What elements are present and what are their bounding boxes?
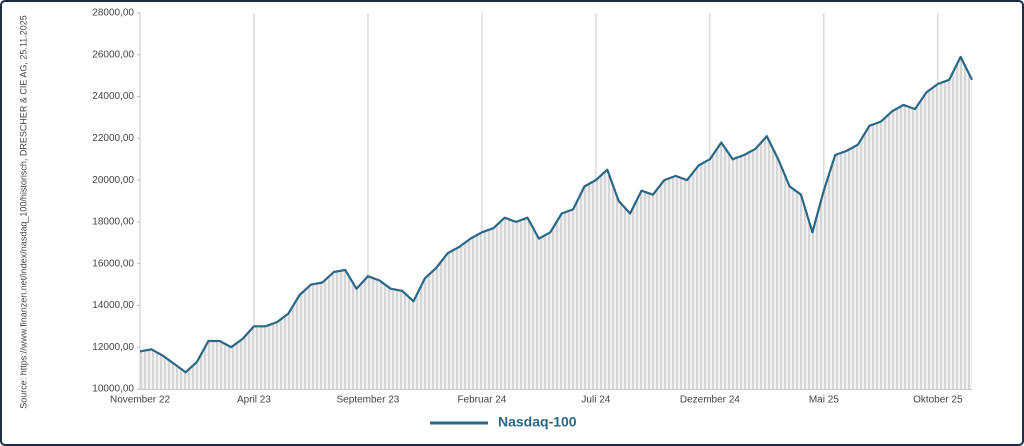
y-tick-label: 26000,00 [92, 49, 134, 60]
y-tick-label: 24000,00 [92, 91, 134, 102]
y-tick-label: 28000,00 [92, 8, 134, 19]
y-tick-label: 10000,00 [92, 384, 134, 395]
y-tick-label: 14000,00 [92, 300, 134, 311]
legend-label: Nasdaq-100 [498, 414, 577, 430]
x-tick-label: Juli 24 [581, 395, 610, 406]
x-tick-label: Mai 25 [809, 395, 839, 406]
y-tick-label: 22000,00 [92, 133, 134, 144]
source-note: Source: https://www.finanzen.net/index/n… [18, 15, 28, 409]
x-tick-label: Februar 24 [457, 395, 506, 406]
x-tick-label: September 23 [337, 395, 400, 406]
x-tick-label: November 22 [110, 395, 170, 406]
y-tick-label: 20000,00 [92, 175, 134, 186]
x-tick-label: Oktober 25 [913, 395, 963, 406]
y-tick-label: 16000,00 [92, 258, 134, 269]
x-tick-label: Dezember 24 [680, 395, 740, 406]
y-tick-label: 12000,00 [92, 342, 134, 353]
x-tick-label: April 23 [237, 395, 271, 406]
line [139, 55, 973, 374]
y-tick-label: 18000,00 [92, 217, 134, 228]
